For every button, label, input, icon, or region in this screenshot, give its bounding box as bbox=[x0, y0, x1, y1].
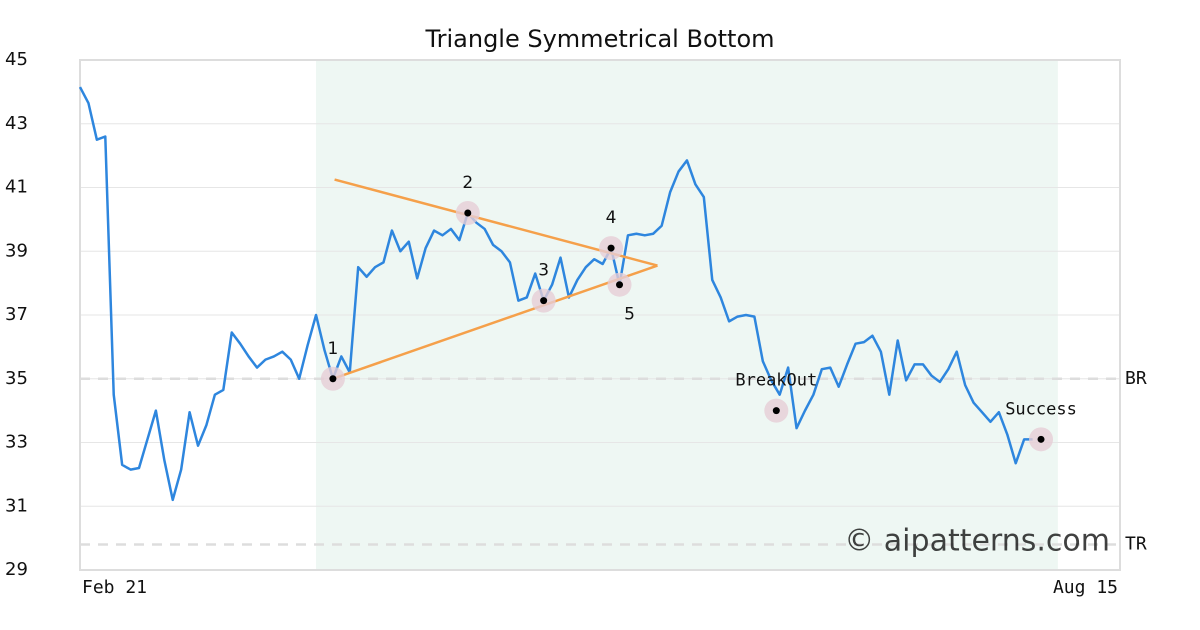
y-tick-label: 39 bbox=[5, 240, 28, 261]
point-label: BreakOut bbox=[735, 371, 817, 391]
y-tick-label: 37 bbox=[5, 304, 28, 325]
point-dot bbox=[540, 297, 548, 305]
y-tick-label: 35 bbox=[5, 368, 28, 389]
point-dot bbox=[1037, 435, 1045, 443]
x-tick-label: Feb 21 bbox=[82, 577, 147, 598]
watermark: © aipatterns.com bbox=[844, 524, 1110, 559]
y-tick-label: 29 bbox=[5, 559, 28, 580]
point-label: 1 bbox=[327, 339, 338, 359]
point-label: Success bbox=[1005, 399, 1077, 419]
price-line bbox=[78, 86, 1033, 502]
x-tick-label: Aug 15 bbox=[1053, 577, 1118, 598]
y-tick-label: 41 bbox=[5, 177, 28, 198]
point-dot bbox=[772, 407, 780, 415]
point-dot bbox=[329, 375, 337, 383]
point-dot bbox=[616, 281, 624, 289]
chart-title: Triangle Symmetrical Bottom bbox=[424, 25, 774, 53]
reference-label: TR bbox=[1125, 534, 1147, 555]
point-dot bbox=[464, 209, 472, 217]
reference-label: BR bbox=[1125, 368, 1147, 389]
point-label: 2 bbox=[462, 173, 473, 193]
point-label: 5 bbox=[624, 305, 635, 325]
y-tick-label: 45 bbox=[5, 49, 28, 70]
trendline bbox=[332, 264, 658, 380]
point-label: 3 bbox=[538, 261, 549, 281]
y-tick-label: 31 bbox=[5, 495, 28, 516]
point-dot bbox=[607, 244, 615, 252]
y-tick-label: 43 bbox=[5, 113, 28, 134]
y-tick-label: 33 bbox=[5, 432, 28, 453]
point-label: 4 bbox=[606, 208, 617, 228]
plot-frame bbox=[79, 59, 1121, 571]
